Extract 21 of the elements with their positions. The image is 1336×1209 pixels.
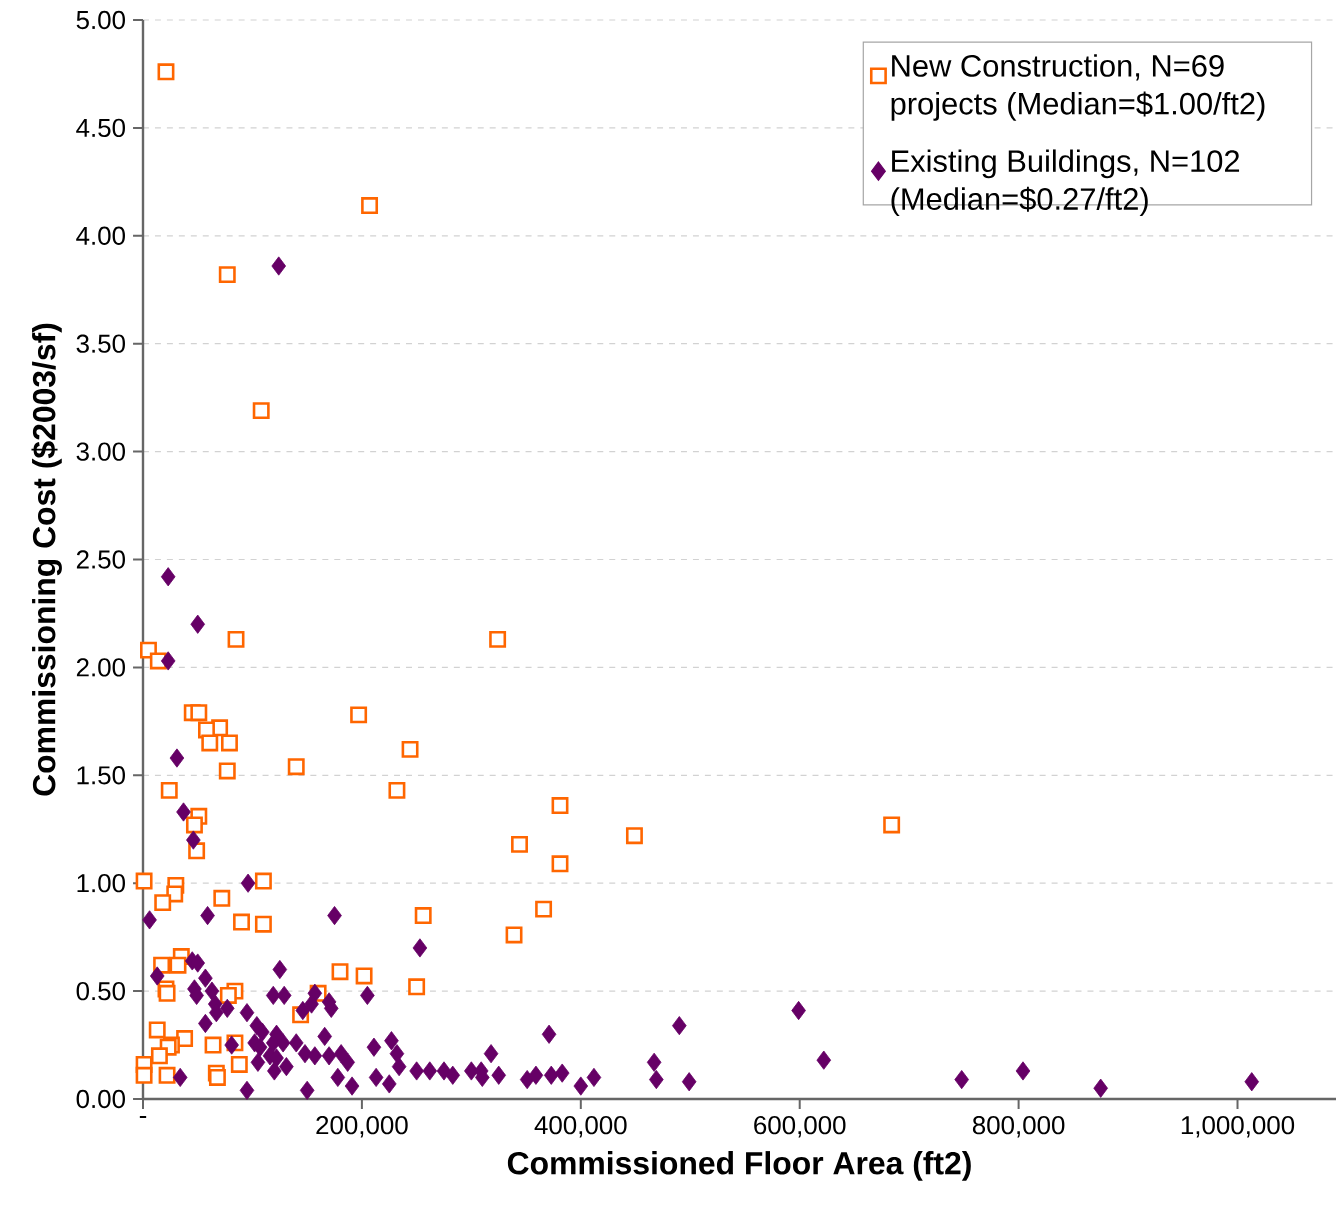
y-tick-label: 2.50 bbox=[76, 550, 125, 569]
y-tick-label: 3.50 bbox=[76, 334, 125, 353]
x-tick-label: - bbox=[139, 1115, 147, 1119]
x-tick-label: 200,000 bbox=[316, 1116, 408, 1138]
x-tick-label: 1,000,000 bbox=[1181, 1116, 1295, 1138]
y-tick-label: 3.00 bbox=[76, 442, 125, 461]
y-axis-title: Commissioning Cost ($2003/sf) bbox=[31, 323, 62, 796]
y-tick-label: 1.00 bbox=[77, 874, 125, 893]
legend-label: Existing Buildings, N=102 (Median=$0.27/ft2) bbox=[891, 149, 1240, 217]
y-tick-label: 5.00 bbox=[76, 10, 125, 30]
y-tick-label: 4.50 bbox=[76, 118, 125, 138]
y-tick-label: 0.00 bbox=[76, 1089, 125, 1109]
y-tick-label: 2.00 bbox=[76, 658, 125, 677]
x-tick-label: 800,000 bbox=[972, 1116, 1065, 1138]
y-tick-label: 0.50 bbox=[76, 981, 125, 1001]
legend-label: New Construction, N=69 projects (Median=$1.00/ft2) bbox=[891, 54, 1265, 121]
x-tick-label: 600,000 bbox=[754, 1116, 846, 1138]
x-axis-title: Commissioned Floor Area (ft2) bbox=[507, 1151, 971, 1181]
y-tick-label: 1.50 bbox=[77, 766, 125, 785]
y-tick-label: 4.00 bbox=[76, 226, 125, 245]
x-tick-label: 400,000 bbox=[534, 1116, 627, 1138]
